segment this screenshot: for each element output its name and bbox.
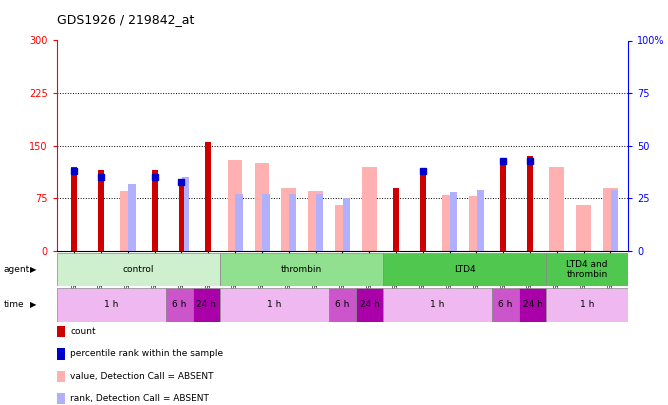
Text: count: count [70,327,96,336]
Text: 24 h: 24 h [359,301,379,309]
Bar [393,188,399,251]
Bar [335,205,350,251]
Text: LTD4 and
thrombin: LTD4 and thrombin [566,260,608,279]
Text: time: time [3,301,24,309]
Bar [316,194,323,251]
Text: 1 h: 1 h [430,301,445,309]
Text: control: control [123,265,154,274]
Bar [152,171,158,251]
Text: LTD4: LTD4 [454,265,476,274]
Bar [57,253,220,286]
Bar [420,171,426,251]
Bar [71,167,77,251]
Bar [492,288,519,322]
Text: 24 h: 24 h [196,301,216,309]
Bar [611,190,619,251]
Bar [281,188,296,251]
Bar [308,192,323,251]
Text: 1 h: 1 h [267,301,281,309]
Text: 6 h: 6 h [498,301,513,309]
Bar [182,177,189,251]
Bar [220,288,329,322]
Text: 6 h: 6 h [172,301,186,309]
Bar [120,192,135,251]
Text: agent: agent [3,265,29,274]
Bar [57,288,166,322]
Bar [450,192,458,251]
Bar [603,188,618,251]
Bar [205,142,211,251]
Bar [235,194,243,251]
Text: percentile rank within the sample: percentile rank within the sample [70,350,223,358]
Bar [546,253,628,286]
Bar [220,253,383,286]
Text: value, Detection Call = ABSENT: value, Detection Call = ABSENT [70,372,214,381]
Text: 24 h: 24 h [523,301,542,309]
Bar [527,156,533,251]
Bar [383,288,492,322]
Bar [343,198,350,251]
Bar [550,167,564,251]
Bar [262,194,270,251]
Bar [477,190,484,251]
Bar [98,171,104,251]
Bar [356,288,383,322]
Bar [193,288,220,322]
Bar [519,288,546,322]
Bar [329,288,356,322]
Text: 1 h: 1 h [104,301,118,309]
Text: rank, Detection Call = ABSENT: rank, Detection Call = ABSENT [70,394,209,403]
Bar [228,160,242,251]
Text: thrombin: thrombin [281,265,322,274]
Text: ▶: ▶ [30,265,37,274]
Bar [576,205,591,251]
Text: ▶: ▶ [30,301,37,309]
Text: 6 h: 6 h [335,301,349,309]
Bar [289,194,297,251]
Text: GDS1926 / 219842_at: GDS1926 / 219842_at [57,13,194,26]
Bar [383,253,546,286]
Bar [255,163,269,251]
Bar [469,196,484,251]
Bar [442,195,457,251]
Text: 1 h: 1 h [580,301,595,309]
Bar [166,288,193,322]
Bar [128,184,136,251]
Bar [500,163,506,251]
Bar [546,288,628,322]
Bar [178,184,184,251]
Bar [362,167,377,251]
